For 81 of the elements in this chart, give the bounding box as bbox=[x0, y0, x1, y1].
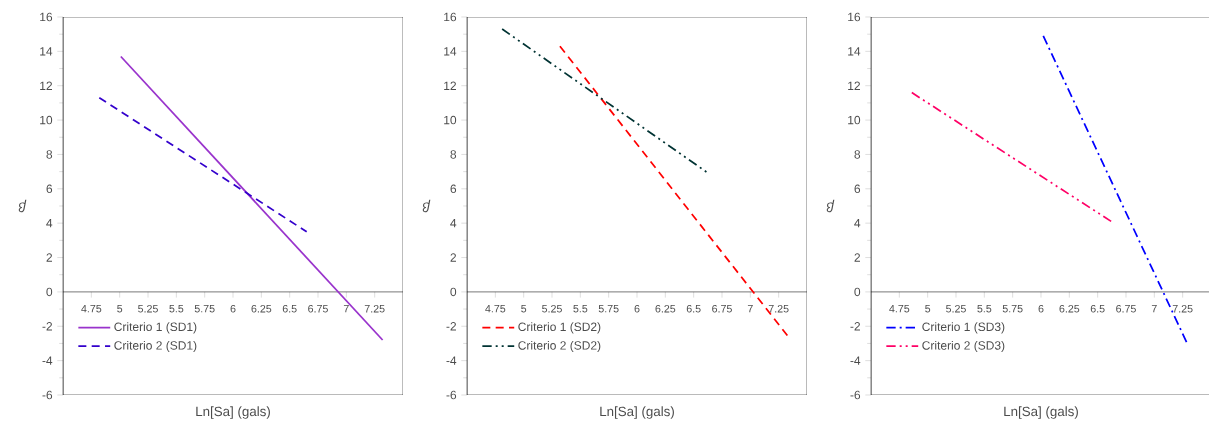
legend-label: Criterio 1 (SD1) bbox=[114, 322, 197, 334]
y-tick-label: 16 bbox=[444, 12, 457, 22]
legend-label: Criterio 2 (SD3) bbox=[922, 340, 1005, 353]
y-tick-label: 8 bbox=[854, 150, 861, 159]
x-tick-label: 5.5 bbox=[169, 304, 184, 313]
legend-label: Criterio 2 (SD2) bbox=[518, 340, 601, 353]
x-tick-label: 6.5 bbox=[282, 304, 297, 313]
x-tick-label: 5.25 bbox=[542, 304, 562, 313]
y-tick-label: -6 bbox=[42, 390, 53, 400]
y-tick-label: 0 bbox=[46, 287, 53, 297]
y-tick-label: -2 bbox=[446, 322, 456, 331]
y-tick-label: 2 bbox=[46, 253, 53, 262]
x-tick-label: 5.75 bbox=[1002, 304, 1023, 313]
x-tick-label: 7.25 bbox=[364, 304, 385, 313]
y-tick-label: 12 bbox=[848, 81, 860, 90]
x-tick-label: 7.25 bbox=[1172, 304, 1193, 313]
x-tick-label: 7 bbox=[1151, 304, 1157, 313]
y-tick-label: 6 bbox=[46, 184, 53, 194]
x-tick-label: 5.5 bbox=[573, 304, 588, 313]
y-tick-label: -2 bbox=[42, 322, 53, 331]
y-tick-label: 14 bbox=[444, 47, 457, 56]
x-tick-label: 6.75 bbox=[308, 304, 328, 313]
x-tick-label: 5 bbox=[117, 304, 123, 313]
y-tick-label: -4 bbox=[42, 356, 53, 365]
y-tick-label: 14 bbox=[848, 47, 861, 56]
y-tick-label: 0 bbox=[450, 287, 457, 297]
x-tick-label: 6.5 bbox=[1090, 304, 1105, 313]
x-axis-title: Ln[Sa] (gals) bbox=[196, 406, 270, 419]
y-tick-label: 6 bbox=[450, 184, 457, 194]
y-tick-label: 0 bbox=[854, 287, 861, 297]
legend-label: Criterio 2 (SD1) bbox=[114, 340, 197, 353]
x-tick-label: 7 bbox=[747, 304, 753, 313]
x-tick-label: 5 bbox=[925, 304, 931, 313]
y-tick-label: 4 bbox=[46, 219, 53, 228]
x-tick-label: 5.75 bbox=[194, 304, 215, 313]
x-tick-label: 5.25 bbox=[946, 304, 966, 313]
x-tick-label: 6.25 bbox=[1059, 304, 1080, 313]
y-tick-label: 12 bbox=[40, 81, 53, 90]
x-tick-label: 5.75 bbox=[598, 304, 619, 313]
x-tick-label: 6.25 bbox=[251, 304, 272, 313]
y-tick-label: -6 bbox=[446, 390, 457, 400]
x-tick-label: 6.75 bbox=[1116, 304, 1136, 313]
x-tick-label: 6.25 bbox=[655, 304, 676, 313]
y-axis-title: β bbox=[18, 199, 27, 213]
x-tick-label: 4.75 bbox=[81, 304, 102, 313]
x-tick-label: 5 bbox=[521, 304, 527, 313]
x-tick-label: 5.5 bbox=[977, 304, 992, 313]
x-axis-title: Ln[Sa] (gals) bbox=[600, 406, 674, 419]
y-tick-label: 12 bbox=[444, 81, 456, 90]
y-tick-label: 2 bbox=[450, 253, 456, 262]
x-tick-label: 6.5 bbox=[686, 304, 701, 313]
y-tick-label: 14 bbox=[40, 47, 53, 56]
y-tick-label: 16 bbox=[848, 12, 861, 22]
y-tick-label: 8 bbox=[450, 150, 457, 159]
x-tick-label: 5.25 bbox=[138, 304, 158, 313]
y-tick-label: 10 bbox=[848, 115, 861, 125]
x-tick-label: 7 bbox=[343, 304, 349, 313]
legend-label: Criterio 1 (SD3) bbox=[922, 322, 1005, 334]
y-axis-title: β bbox=[826, 199, 835, 213]
x-tick-label: 6 bbox=[1038, 304, 1044, 313]
y-axis-title: β bbox=[422, 199, 431, 213]
x-tick-label: 6.75 bbox=[712, 304, 732, 313]
y-tick-label: -4 bbox=[446, 356, 457, 365]
y-tick-label: -2 bbox=[850, 322, 860, 331]
y-tick-label: 10 bbox=[40, 115, 53, 125]
x-tick-label: 4.75 bbox=[889, 304, 910, 313]
x-tick-label: 7.25 bbox=[768, 304, 789, 313]
y-tick-label: -6 bbox=[850, 390, 861, 400]
y-tick-label: 2 bbox=[854, 253, 860, 262]
x-tick-label: 6 bbox=[634, 304, 640, 313]
y-tick-label: 4 bbox=[854, 219, 861, 228]
y-tick-label: -4 bbox=[850, 356, 861, 365]
y-tick-label: 16 bbox=[40, 12, 53, 22]
y-tick-label: 4 bbox=[450, 219, 457, 228]
y-tick-label: 6 bbox=[854, 184, 861, 194]
y-tick-label: 10 bbox=[444, 115, 457, 125]
x-axis-title: Ln[Sa] (gals) bbox=[1004, 406, 1078, 419]
x-tick-label: 6 bbox=[230, 304, 236, 313]
x-tick-label: 4.75 bbox=[485, 304, 506, 313]
legend-label: Criterio 1 (SD2) bbox=[518, 322, 601, 334]
y-tick-label: 8 bbox=[46, 150, 53, 159]
